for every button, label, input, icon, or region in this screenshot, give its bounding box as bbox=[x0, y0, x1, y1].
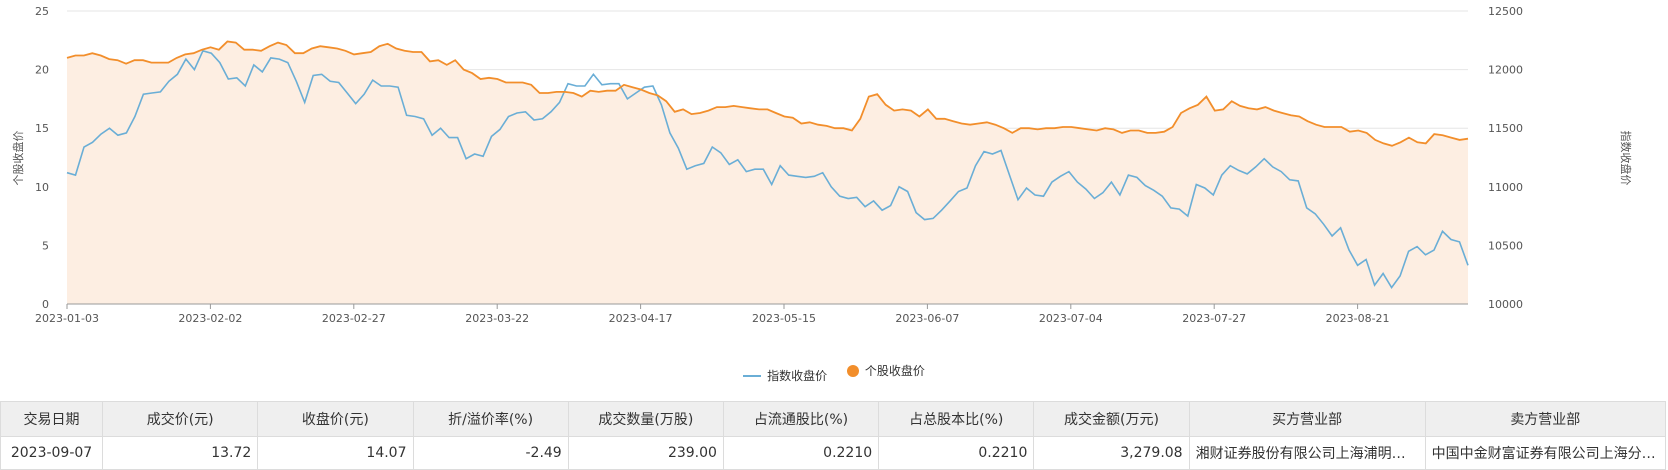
cell-trade-date: 2023-09-07 bbox=[0, 436, 104, 470]
y-left-tick-label: 10 bbox=[35, 181, 49, 194]
header-seller: 卖方营业部 bbox=[1424, 401, 1667, 437]
header-deal-price: 成交价(元) bbox=[102, 401, 259, 437]
left-axis-title: 个股收盘价 bbox=[11, 131, 25, 186]
legend-dot-swatch bbox=[846, 364, 859, 377]
legend-label-stock: 个股收盘价 bbox=[864, 364, 925, 378]
chart-legend: 指数收盘价 个股收盘价 bbox=[0, 362, 1668, 384]
x-tick-label: 2023-06-07 bbox=[895, 312, 959, 325]
x-tick-label: 2023-07-27 bbox=[1182, 312, 1246, 325]
axes: 0 10000 5 10500 10 11000 15 11500 20 12000 25 12500… bbox=[35, 5, 1523, 325]
y-right-tick-label: 11500 bbox=[1488, 122, 1523, 135]
table-header-row: 交易日期 成交价(元) 收盘价(元) 折/溢价率(%) 成交数量(万股) 占流通… bbox=[0, 401, 1667, 437]
header-buyer: 买方营业部 bbox=[1188, 401, 1426, 437]
header-float-ratio: 占流通股比(%) bbox=[722, 401, 880, 437]
legend-line-swatch bbox=[743, 374, 762, 377]
right-axis-title: 指数收盘价 bbox=[1619, 131, 1633, 186]
header-amount: 成交金额(万元) bbox=[1033, 401, 1190, 437]
legend-label-index: 指数收盘价 bbox=[767, 369, 828, 383]
x-tick-label: 2023-08-21 bbox=[1326, 312, 1390, 325]
cell-volume: 239.00 bbox=[567, 436, 724, 470]
x-tick-label: 2023-04-17 bbox=[609, 312, 673, 325]
y-right-tick-label: 12000 bbox=[1488, 64, 1523, 77]
cell-deal-price: 13.72 bbox=[102, 436, 259, 470]
block-trade-table: 交易日期 成交价(元) 收盘价(元) 折/溢价率(%) 成交数量(万股) 占流通… bbox=[0, 401, 1667, 470]
header-total-ratio: 占总股本比(%) bbox=[878, 401, 1035, 437]
cell-float-ratio: 0.2210 bbox=[722, 436, 880, 470]
cell-premium-rate: -2.49 bbox=[412, 436, 569, 470]
y-left-tick-label: 5 bbox=[42, 239, 49, 252]
cell-close-price: 14.07 bbox=[257, 436, 414, 470]
x-tick-label: 2023-02-27 bbox=[322, 312, 386, 325]
cell-total-ratio: 0.2210 bbox=[878, 436, 1035, 470]
stock-area-layer bbox=[67, 41, 1468, 304]
y-right-tick-label: 12500 bbox=[1488, 5, 1523, 18]
cell-seller[interactable]: 中国中金财富证券有限公司上海分公司 bbox=[1424, 436, 1667, 470]
y-left-tick-label: 20 bbox=[35, 64, 49, 77]
header-close-price: 收盘价(元) bbox=[257, 401, 414, 437]
y-left-tick-label: 15 bbox=[35, 122, 49, 135]
y-right-tick-label: 10500 bbox=[1488, 239, 1523, 252]
dual-axis-line-chart: 0 10000 5 10500 10 11000 15 11500 20 12000 25 12500… bbox=[11, 5, 1633, 325]
stock-close-line bbox=[66, 40, 1469, 147]
y-left-tick-label: 25 bbox=[35, 5, 49, 18]
x-tick-label: 2023-02-02 bbox=[178, 312, 242, 325]
stock-area-fill bbox=[67, 41, 1468, 304]
x-tick-label: 2023-01-03 bbox=[35, 312, 99, 325]
x-tick-label: 2023-07-04 bbox=[1039, 312, 1103, 325]
series-lines bbox=[66, 40, 1469, 290]
header-volume: 成交数量(万股) bbox=[567, 401, 724, 437]
y-right-tick-label: 10000 bbox=[1488, 298, 1523, 311]
legend-item-index[interactable]: 指数收盘价 bbox=[743, 367, 827, 384]
index-close-line bbox=[66, 49, 1469, 290]
x-tick-label: 2023-03-22 bbox=[465, 312, 529, 325]
cell-buyer[interactable]: 湘财证券股份有限公司上海浦明路证券营业部 bbox=[1188, 436, 1426, 470]
y-left-tick-label: 0 bbox=[42, 298, 49, 311]
legend-item-stock[interactable]: 个股收盘价 bbox=[846, 362, 925, 379]
header-premium-rate: 折/溢价率(%) bbox=[412, 401, 569, 437]
table-row: 2023-09-07 13.72 14.07 -2.49 239.00 0.22… bbox=[0, 436, 1667, 470]
cell-amount: 3,279.08 bbox=[1033, 436, 1190, 470]
y-right-tick-label: 11000 bbox=[1488, 181, 1523, 194]
x-tick-label: 2023-05-15 bbox=[752, 312, 816, 325]
header-trade-date: 交易日期 bbox=[0, 401, 104, 437]
